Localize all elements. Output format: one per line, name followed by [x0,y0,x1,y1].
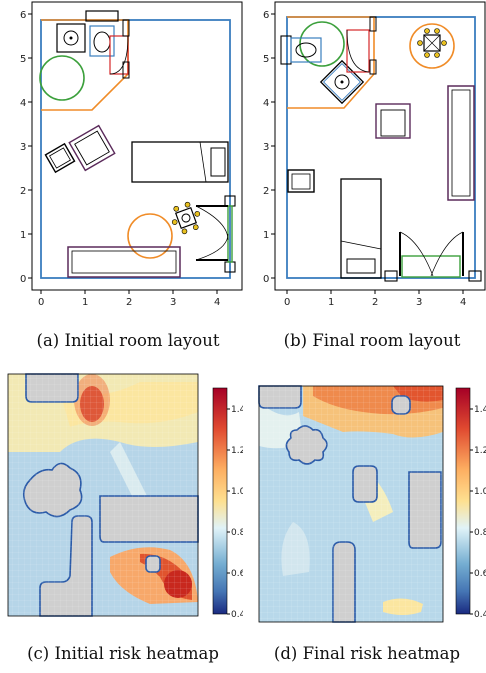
toilet-bowl [295,42,317,58]
x-axis: 0 1 2 3 4 [38,290,220,308]
x-tick: 0 [38,297,44,308]
caption-initial-layout: (a) Initial room layout [36,331,220,350]
caption-initial-heatmap: (c) Initial risk heatmap [27,644,219,663]
colorbar-tick: 1.2 [474,446,486,456]
y-tick: 0 [20,274,26,285]
x-tick: 1 [328,297,334,308]
final-layout-plot: 0 1 2 3 4 5 6 0 1 2 3 4 [263,1,486,308]
colorbar-tick: 0.8 [474,528,486,538]
y-tick: 6 [263,10,269,21]
x-axis: 0 1 2 3 4 [284,290,466,308]
y-tick: 1 [20,230,26,241]
turning-circle [39,55,85,101]
colorbar-tick: 0.4 [474,610,486,620]
toilet-tank [280,35,292,65]
x-tick: 4 [214,297,220,308]
bathroom-door [346,29,370,73]
caption-final-heatmap: (d) Final risk heatmap [273,644,461,663]
y-tick: 6 [20,10,26,21]
heatmap-frame [258,385,444,623]
y-axis: 0 1 2 3 4 5 6 [20,10,32,285]
y-tick: 2 [20,186,26,197]
colorbar [212,387,228,615]
sink [319,59,365,105]
toilet-bowl [93,31,111,53]
colorbar-tick: 1.0 [474,487,486,497]
final-risk-heatmap: 1.4 1.2 1.0 0.8 0.6 0.4 [258,385,486,623]
colorbar-tick: 1.4 [231,405,243,415]
y-tick: 5 [20,54,26,65]
room-wall [40,19,231,279]
colorbar-tick: 1.4 [474,405,486,415]
colorbar-tick: 0.4 [231,610,243,620]
initial-layout-plot: 0 1 2 3 4 5 6 0 1 2 3 4 [20,1,243,308]
y-axis: 0 1 2 3 4 5 6 [263,10,275,285]
bed [131,141,229,183]
heatmap-frame [7,373,199,617]
turning-circle [299,21,345,67]
turning-circle [409,23,455,69]
sink [56,23,86,53]
toilet-tank [85,10,119,22]
x-tick: 0 [284,297,290,308]
colorbar-ticks: 1.4 1.2 1.0 0.8 0.6 0.4 [227,405,243,620]
turning-circle [127,213,173,259]
x-tick: 3 [416,297,422,308]
colorbar-tick: 1.0 [231,487,243,497]
armchair [68,124,116,172]
small-chair [44,142,76,174]
y-tick: 4 [263,98,269,109]
small-chair [287,169,315,193]
x-tick: 3 [170,297,176,308]
toilet [290,37,322,63]
y-tick: 0 [263,274,269,285]
y-tick: 3 [263,142,269,153]
table [171,201,201,235]
colorbar-tick: 0.8 [231,528,243,538]
sofa [447,85,475,201]
y-tick: 2 [263,186,269,197]
x-tick: 2 [126,297,132,308]
y-tick: 3 [20,142,26,153]
toilet [89,25,115,57]
colorbar-tick: 1.2 [231,446,243,456]
bathroom-door [109,35,129,75]
colorbar [455,387,471,615]
x-tick: 1 [82,297,88,308]
colorbar-tick: 0.6 [231,569,243,579]
x-tick: 2 [372,297,378,308]
y-tick: 5 [263,54,269,65]
colorbar-ticks: 1.4 1.2 1.0 0.8 0.6 0.4 [470,405,486,620]
y-tick: 1 [263,230,269,241]
initial-risk-heatmap: 1.4 1.2 1.0 0.8 0.6 0.4 [7,373,243,620]
sofa [67,246,181,278]
armchair [375,103,411,139]
y-tick: 4 [20,98,26,109]
entrance-door [401,255,461,278]
table [417,28,447,58]
sink-basin [63,30,79,46]
caption-final-layout: (b) Final room layout [283,331,461,350]
x-tick: 4 [460,297,466,308]
colorbar-tick: 0.6 [474,569,486,579]
bed [340,178,382,279]
